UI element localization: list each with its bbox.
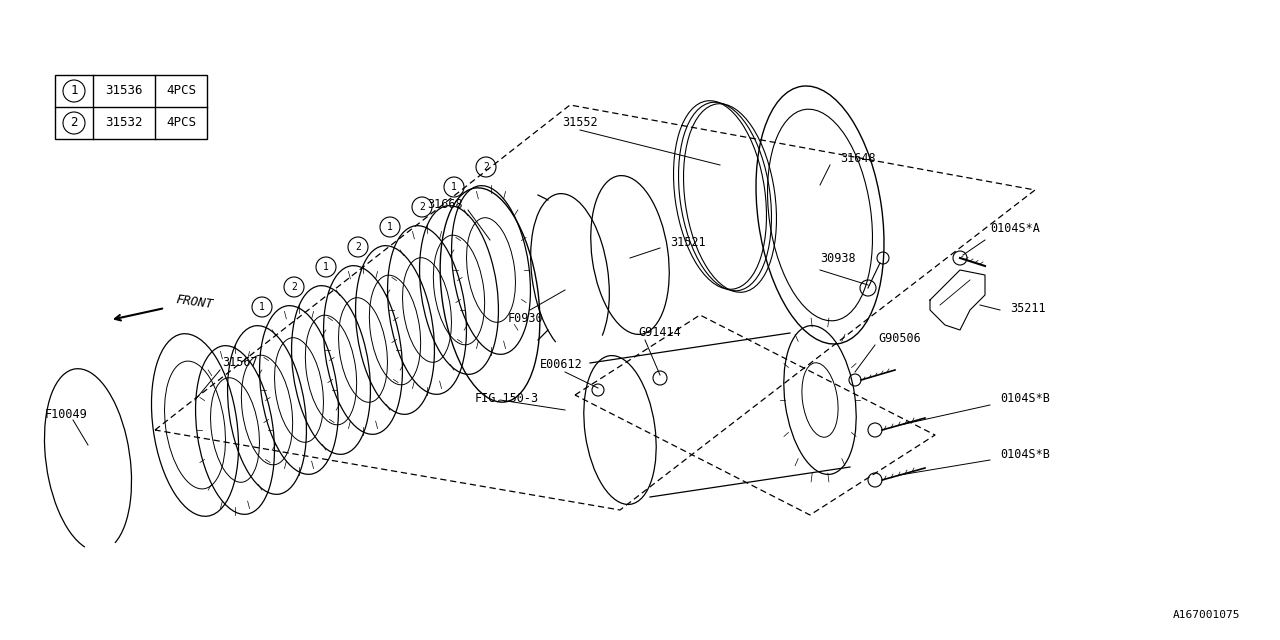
Text: 0104S*B: 0104S*B <box>1000 392 1050 404</box>
Text: 2: 2 <box>70 116 78 129</box>
Text: 30938: 30938 <box>820 252 855 264</box>
Text: 2: 2 <box>355 242 361 252</box>
Text: 35211: 35211 <box>1010 301 1046 314</box>
Text: FRONT: FRONT <box>175 293 214 311</box>
Text: 2: 2 <box>419 202 425 212</box>
Text: F0930: F0930 <box>508 312 544 324</box>
Text: 4PCS: 4PCS <box>166 84 196 97</box>
Text: 4PCS: 4PCS <box>166 116 196 129</box>
Text: 2: 2 <box>483 162 489 172</box>
Text: FIG.150-3: FIG.150-3 <box>475 392 539 404</box>
Text: 1: 1 <box>70 84 78 97</box>
Text: G90506: G90506 <box>878 332 920 344</box>
Text: F10049: F10049 <box>45 408 88 422</box>
Text: A167001075: A167001075 <box>1172 610 1240 620</box>
Text: 31648: 31648 <box>840 152 876 164</box>
Text: 1: 1 <box>451 182 457 192</box>
Text: G91414: G91414 <box>637 326 681 339</box>
Text: 0104S*B: 0104S*B <box>1000 449 1050 461</box>
Text: 2: 2 <box>291 282 297 292</box>
Text: 31552: 31552 <box>562 115 598 129</box>
Bar <box>55 75 207 139</box>
Text: 0104S*A: 0104S*A <box>989 221 1039 234</box>
Text: 1: 1 <box>387 222 393 232</box>
Text: E00612: E00612 <box>540 358 582 371</box>
Text: 1: 1 <box>323 262 329 272</box>
Text: 31567: 31567 <box>221 355 257 369</box>
Text: 31668: 31668 <box>428 198 463 211</box>
Text: 31532: 31532 <box>105 116 143 129</box>
Text: 31521: 31521 <box>669 236 705 248</box>
Text: 1: 1 <box>259 302 265 312</box>
Text: 31536: 31536 <box>105 84 143 97</box>
